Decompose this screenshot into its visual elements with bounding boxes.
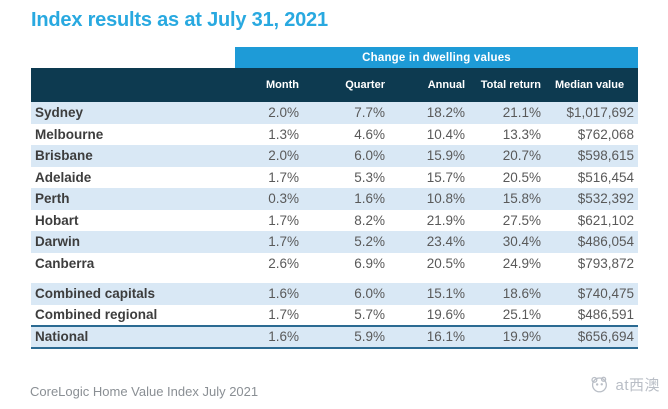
cell-value: 19.6% — [426, 307, 465, 323]
table-row: Perth 0.3% 1.6% 10.8% 15.8% $532,392 — [31, 188, 639, 210]
cell-value: 20.5% — [502, 169, 541, 185]
row-label: Combined capitals — [31, 283, 235, 305]
cell-value: 1.7% — [268, 212, 299, 228]
table-body: Sydney 2.0% 7.7% 18.2% 21.1% $1,017,692 Melbou… — [31, 102, 639, 349]
cell-value: $486,054 — [555, 231, 639, 253]
cell-value: $486,591 — [577, 307, 635, 323]
cell-value: 5.3% — [354, 169, 385, 185]
table-row: Hobart 1.7% 8.2% 21.9% 27.5% $621,102 — [31, 210, 638, 232]
table-row: Canberra 2.6% 6.9% 20.5% 24.9% $793,872 — [31, 253, 638, 275]
cell-value: 15.1% — [399, 283, 479, 305]
cell-value: 6.9% — [354, 255, 385, 271]
row-label: Brisbane — [31, 145, 235, 167]
cell-value: 27.5% — [502, 212, 541, 228]
watermark: at西澳 — [588, 373, 660, 395]
row-label: Combined regional — [35, 307, 158, 323]
row-label: Darwin — [31, 231, 235, 253]
cell-value: 1.3% — [268, 126, 299, 142]
watermark-text: at西澳 — [615, 376, 660, 394]
row-label: Sydney — [31, 102, 235, 124]
cell-value: $621,102 — [577, 212, 635, 228]
cell-value: 2.0% — [235, 145, 313, 167]
table-row: Darwin 1.7% 5.2% 23.4% 30.4% $486,054 — [31, 231, 639, 253]
cell-value: $656,694 — [555, 325, 639, 349]
cell-value: 16.1% — [399, 325, 479, 349]
cell-value: 20.7% — [479, 145, 555, 167]
cell-value: 1.7% — [235, 231, 313, 253]
cell-value: 5.7% — [354, 307, 385, 323]
cell-value: 1.7% — [268, 307, 299, 323]
cell-value: 5.9% — [313, 325, 399, 349]
column-header-row: Month Quarter Annual Total return Median… — [31, 68, 639, 102]
table-row: Combined regional 1.7% 5.7% 19.6% 25.1% $486,… — [31, 305, 638, 327]
cell-value: 21.1% — [479, 102, 555, 124]
cell-value: 25.1% — [502, 307, 541, 323]
column-header-median-value: Median value — [555, 68, 639, 102]
cell-value: $598,615 — [555, 145, 639, 167]
table-row: Melbourne 1.3% 4.6% 10.4% 13.3% $762,068 — [31, 124, 638, 146]
table-row: Sydney 2.0% 7.7% 18.2% 21.1% $1,017,692 — [31, 102, 639, 124]
cell-value: $1,017,692 — [555, 102, 639, 124]
cell-value: 7.7% — [313, 102, 399, 124]
cell-value: $532,392 — [555, 188, 639, 210]
cell-value: $793,872 — [577, 255, 635, 271]
span-header-blank — [31, 47, 235, 68]
table-row: Brisbane 2.0% 6.0% 15.9% 20.7% $598,615 — [31, 145, 639, 167]
cell-value: 21.9% — [426, 212, 465, 228]
cell-value: 15.9% — [399, 145, 479, 167]
results-table: Change in dwelling values Month Quarter … — [31, 47, 639, 349]
cell-value: 10.4% — [426, 126, 465, 142]
table-row: National 1.6% 5.9% 16.1% 19.9% $656,694 — [31, 325, 639, 349]
row-label: National — [31, 325, 235, 349]
spacer-row — [31, 274, 639, 283]
cell-value: 30.4% — [479, 231, 555, 253]
cell-value: 13.3% — [502, 126, 541, 142]
cell-value: 1.6% — [235, 283, 313, 305]
cell-value: 6.0% — [313, 283, 399, 305]
span-header-cell: Change in dwelling values — [235, 47, 639, 68]
page-title: Index results as at July 31, 2021 — [31, 9, 328, 31]
cell-value: 10.8% — [399, 188, 479, 210]
table-row: Adelaide 1.7% 5.3% 15.7% 20.5% $516,454 — [31, 167, 638, 189]
column-header-quarter: Quarter — [313, 68, 399, 102]
column-header-total-return: Total return — [479, 68, 555, 102]
cell-value: 23.4% — [399, 231, 479, 253]
row-label: Canberra — [35, 255, 95, 271]
table-row: Combined capitals 1.6% 6.0% 15.1% 18.6% $740,… — [31, 283, 639, 305]
cell-value: 20.5% — [426, 255, 465, 271]
cell-value: 1.7% — [268, 169, 299, 185]
cell-value: 4.6% — [354, 126, 385, 142]
cell-value: $762,068 — [577, 126, 635, 142]
cell-value: 5.2% — [313, 231, 399, 253]
row-label: Hobart — [35, 212, 79, 228]
column-header-annual: Annual — [399, 68, 479, 102]
cell-value: 2.6% — [268, 255, 299, 271]
cell-value: 6.0% — [313, 145, 399, 167]
cell-value: 24.9% — [502, 255, 541, 271]
cell-value: 2.0% — [235, 102, 313, 124]
cell-value: 0.3% — [235, 188, 313, 210]
cell-value: 18.2% — [399, 102, 479, 124]
cell-value: $516,454 — [577, 169, 635, 185]
cell-value: 15.8% — [479, 188, 555, 210]
column-header-blank — [31, 68, 235, 102]
column-header-month: Month — [235, 68, 313, 102]
dwelling-values-table: Change in dwelling values Month Quarter … — [31, 47, 639, 349]
cell-value: 18.6% — [479, 283, 555, 305]
cell-value: 8.2% — [354, 212, 385, 228]
source-note: CoreLogic Home Value Index July 2021 — [30, 384, 259, 399]
row-label: Perth — [31, 188, 235, 210]
cell-value: 1.6% — [235, 325, 313, 349]
row-label: Melbourne — [35, 126, 104, 142]
panda-logo-icon — [591, 376, 608, 393]
cell-value: 1.6% — [313, 188, 399, 210]
row-label: Adelaide — [35, 169, 92, 185]
cell-value: $740,475 — [555, 283, 639, 305]
span-header-row: Change in dwelling values — [31, 47, 639, 68]
cell-value: 19.9% — [479, 325, 555, 349]
cell-value: 15.7% — [426, 169, 465, 185]
